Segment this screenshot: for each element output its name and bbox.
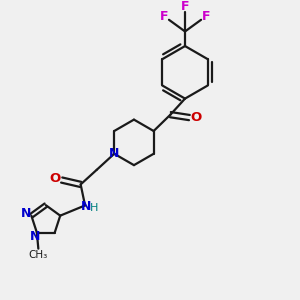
Text: N: N (81, 200, 92, 213)
Text: O: O (190, 111, 202, 124)
Text: N: N (30, 230, 40, 244)
Text: N: N (109, 147, 119, 160)
Text: H: H (90, 203, 99, 213)
Text: F: F (202, 11, 211, 23)
Text: N: N (21, 207, 31, 220)
Text: O: O (50, 172, 61, 185)
Text: F: F (160, 11, 168, 23)
Text: F: F (181, 0, 189, 13)
Text: CH₃: CH₃ (29, 250, 48, 260)
